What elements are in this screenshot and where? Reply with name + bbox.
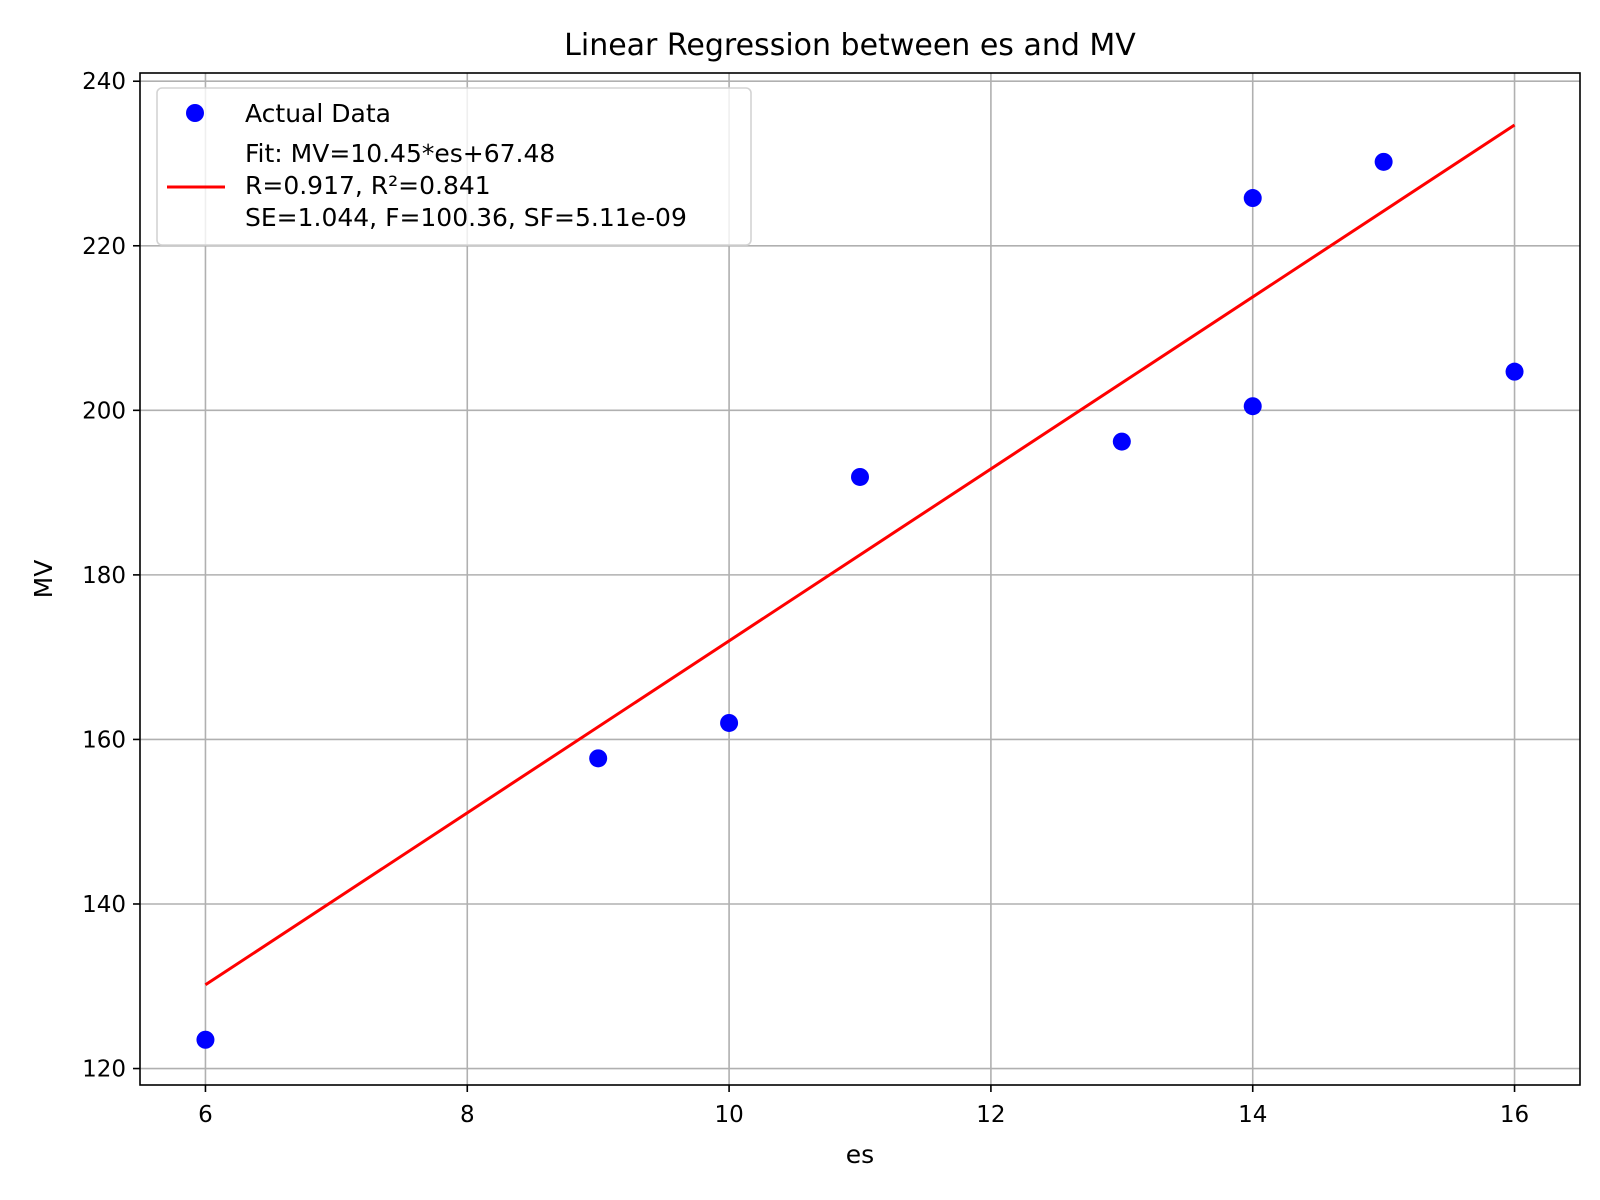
legend-entry-fit-line2: R=0.917, R²=0.841 (245, 171, 491, 200)
x-tick-label: 14 (1238, 1102, 1267, 1128)
data-point (196, 1030, 215, 1049)
y-tick-label: 160 (82, 727, 126, 753)
x-tick-label: 6 (198, 1102, 213, 1128)
data-point (851, 467, 869, 486)
data-point (1243, 397, 1262, 416)
data-point (720, 713, 739, 732)
plot-frame (139, 72, 1581, 1086)
x-tick-label: 8 (460, 1102, 475, 1128)
y-tick-label: 200 (82, 398, 126, 424)
x-tick-label: 12 (976, 1102, 1005, 1128)
x-tick-label: 10 (714, 1102, 743, 1128)
data-point (589, 749, 608, 768)
x-axis-label: es (846, 1140, 874, 1169)
legend-entry-fit-line1: Fit: MV=10.45*es+67.48 (245, 139, 555, 168)
legend: Actual Data Fit: MV=10.45*es+67.48 R=0.9… (156, 87, 752, 246)
y-tick-label: 120 (82, 1057, 126, 1083)
legend-scatter-marker (186, 104, 204, 122)
legend-box (156, 87, 752, 246)
data-point (1374, 152, 1393, 171)
fit-line-layer (204, 123, 1516, 987)
axis-ticks: 6 8 10 12 14 16 120 140 160 180 200 220 240 (82, 69, 1529, 1128)
y-tick-label: 180 (82, 563, 126, 589)
data-point (1505, 362, 1524, 381)
x-tick-label: 16 (1500, 1102, 1529, 1128)
chart-title: Linear Regression between es and MV (564, 28, 1136, 63)
data-point (1243, 189, 1262, 208)
legend-entry-fit-line3: SE=1.044, F=100.36, SF=5.11e-09 (245, 203, 687, 232)
fit-line (204, 123, 1516, 987)
y-tick-label: 220 (82, 234, 126, 260)
y-axis-label: MV (29, 560, 58, 599)
legend-entry-actual-data: Actual Data (245, 99, 391, 128)
data-point (1112, 432, 1131, 451)
y-tick-label: 140 (82, 892, 126, 918)
y-tick-label: 240 (82, 69, 126, 95)
scatter-points (196, 152, 1524, 1049)
